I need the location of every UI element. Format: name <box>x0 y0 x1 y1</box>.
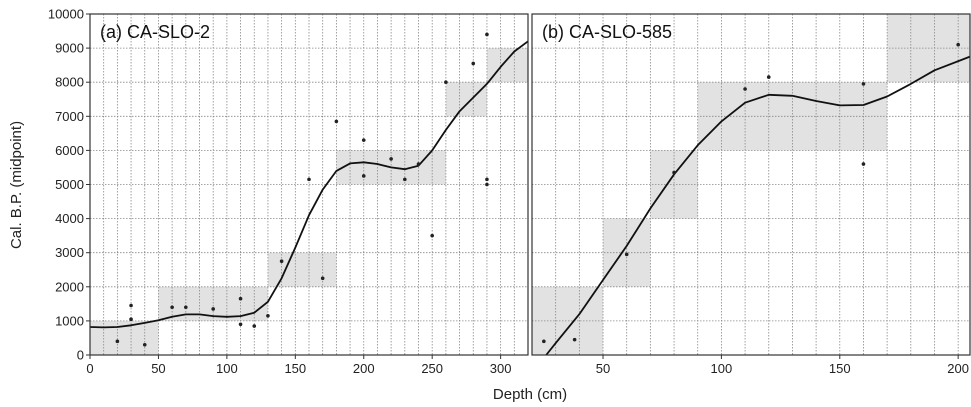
panel-a: (a) CA-SLO-2 0 50 100 150 200 250 300 <box>86 13 529 376</box>
y-axis-title: Cal. B.P. (midpoint) <box>8 121 25 249</box>
x-tick-label: 100 <box>711 361 733 376</box>
x-tick-label: 250 <box>421 361 443 376</box>
x-tick-label: 50 <box>596 361 610 376</box>
data-point <box>572 337 577 342</box>
data-point <box>743 87 747 91</box>
data-point <box>861 82 866 86</box>
data-point <box>416 162 421 166</box>
x-tick-label: 50 <box>151 361 165 376</box>
panel-frame <box>531 13 971 356</box>
data-point <box>184 305 188 310</box>
data-point <box>238 322 243 327</box>
data-point <box>861 162 866 166</box>
panel-title: (a) CA-SLO-2 <box>100 22 210 42</box>
x-tick-label: 150 <box>284 361 306 376</box>
x-tick-label: 200 <box>947 361 969 376</box>
data-point <box>334 119 339 124</box>
data-point <box>266 313 270 318</box>
data-point <box>430 233 434 238</box>
data-point <box>320 276 325 281</box>
y-tick-label: 9000 <box>55 41 84 56</box>
x-axis-title: Depth (cm) <box>493 386 567 403</box>
data-point <box>361 174 366 178</box>
data-point <box>361 138 366 142</box>
x-tick-label: 300 <box>490 361 512 376</box>
data-point <box>279 259 284 264</box>
data-point <box>403 177 407 182</box>
data-point <box>170 305 174 310</box>
data-point <box>211 307 215 311</box>
data-point <box>129 317 133 321</box>
data-point <box>115 339 120 344</box>
x-tick-label: 150 <box>829 361 851 376</box>
band-rect <box>267 252 337 287</box>
y-tick-label: 5000 <box>55 177 84 192</box>
x-tick-label: 100 <box>216 361 238 376</box>
panel-b: (b) CA-SLO-585 50 100 150 200 <box>531 13 971 376</box>
y-tick-label: 3000 <box>55 245 84 260</box>
data-point <box>252 324 257 328</box>
data-point <box>485 177 489 182</box>
x-tick-label: 200 <box>353 361 375 376</box>
data-point <box>129 303 133 308</box>
y-tick-label: 0 <box>77 348 84 363</box>
fit-curve <box>545 55 971 356</box>
panel-title: (b) CA-SLO-585 <box>542 22 672 42</box>
data-point <box>542 339 546 344</box>
y-tick-label: 1000 <box>55 313 84 328</box>
data-point <box>142 342 147 347</box>
y-tick-label: 4000 <box>55 211 84 226</box>
y-tick-label: 10000 <box>48 7 84 22</box>
data-point <box>624 252 629 257</box>
data-point <box>238 296 243 301</box>
y-tick-label: 8000 <box>55 75 84 90</box>
data-point <box>956 42 960 47</box>
data-point <box>307 177 311 182</box>
data-point <box>389 157 393 161</box>
fit-curve <box>89 40 529 329</box>
y-tick-label: 2000 <box>55 279 84 294</box>
data-point <box>485 182 489 187</box>
y-tick-label: 6000 <box>55 143 84 158</box>
x-tick-label: 0 <box>86 361 93 376</box>
band-rect <box>445 82 487 117</box>
data-point <box>471 61 476 66</box>
y-tick-label: 7000 <box>55 109 84 124</box>
data-point <box>485 32 489 37</box>
data-point <box>672 170 676 175</box>
data-point <box>444 80 448 84</box>
data-point <box>766 75 771 79</box>
